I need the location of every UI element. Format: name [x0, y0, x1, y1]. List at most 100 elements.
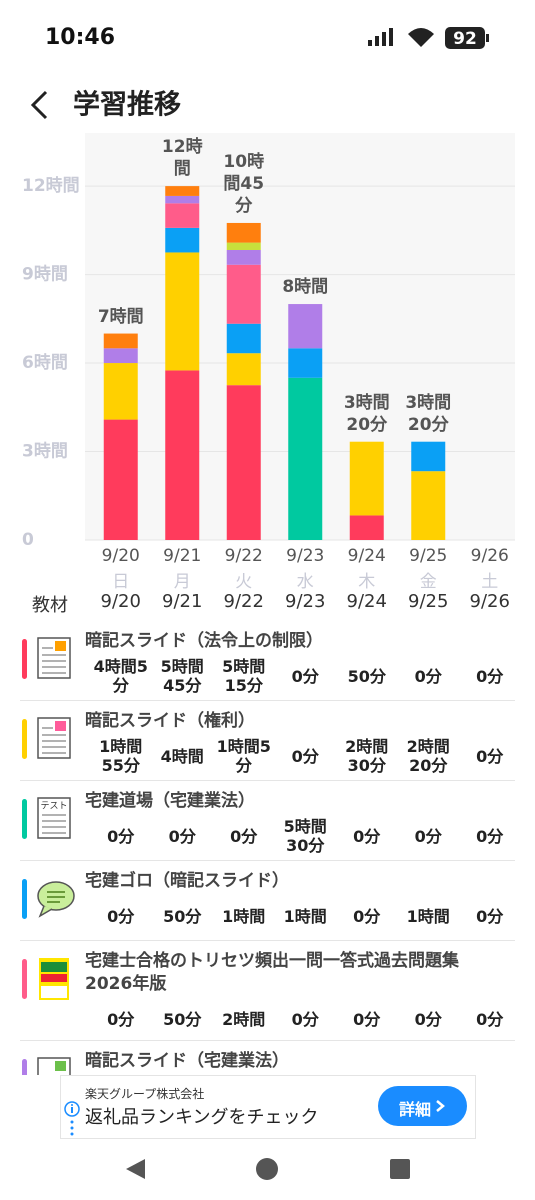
color-indicator [22, 1059, 27, 1075]
x-tick-label: 9/22 [225, 546, 263, 566]
total-label: 8時間 [282, 277, 329, 298]
time-value: 0分 [107, 826, 135, 846]
color-indicator [22, 639, 27, 679]
bar-segment [165, 186, 200, 196]
page-title: 学習推移 [73, 89, 181, 121]
time-value: 1時間 [222, 906, 266, 926]
y-tick-label: 9時間 [22, 264, 68, 285]
total-label: 3時間20分 [343, 392, 390, 435]
chart-labels: 7時間 12時間 10時間45分 8時間 3時間20分 3時間20分 [97, 137, 451, 435]
bar-segment [165, 370, 200, 540]
material-title: 暗記スライド（法令上の制限） [85, 631, 323, 651]
weekday-label: 金 [420, 572, 437, 592]
row-separator [20, 860, 515, 861]
material-title: 宅建ゴロ（暗記スライド） [85, 871, 289, 891]
bar-segment [288, 348, 323, 378]
ad-button-label: 詳細 [399, 1100, 432, 1119]
material-icon [37, 881, 75, 918]
table-row: 宅建ゴロ（暗記スライド） 0分 50分 1時間 1時間 0分 1時間 0分 [0, 860, 535, 940]
time-value: 0分 [230, 826, 258, 846]
time-value: 4時間 [160, 746, 204, 766]
time-value: 50分 [347, 666, 386, 686]
ad-banner[interactable]: 楽天グループ株式会社 返礼品ランキングをチェック 詳細 [60, 1075, 476, 1139]
table-header-date: 9/21 [162, 591, 203, 612]
battery-icon [445, 27, 485, 49]
time-value: 0分 [353, 906, 381, 926]
bar-segment [103, 348, 138, 364]
ad-info-icon[interactable] [63, 1100, 81, 1136]
row-separator [20, 1040, 515, 1041]
icon-part [42, 727, 66, 754]
material-title: 暗記スライド（宅建業法） [85, 1051, 289, 1071]
x-tick-label: 9/25 [409, 546, 447, 566]
time-value: 0分 [291, 666, 319, 686]
y-tick-label: 6時間 [22, 352, 68, 373]
time-value: 0分 [107, 1009, 135, 1029]
table-row: 暗記スライド（法令上の制限） 4時間5分 5時間45分 5時間15分 0分 50分 0分 0分 [0, 620, 535, 700]
time-value: 0分 [107, 906, 135, 926]
bar-segment [165, 252, 200, 371]
nav-back[interactable] [126, 1159, 145, 1179]
bar-segment [103, 419, 138, 540]
time-value: 0分 [414, 1009, 442, 1029]
time-value: 4時間5分 [93, 657, 148, 695]
icon-part [42, 814, 66, 834]
table-header-date: 9/24 [346, 591, 387, 612]
nav-home[interactable] [256, 1158, 278, 1180]
time-value: 0分 [476, 1009, 504, 1029]
time-value: 50分 [163, 1009, 202, 1029]
ad-button[interactable]: 詳細 [378, 1086, 467, 1126]
nav-recents[interactable] [390, 1159, 410, 1179]
battery-level: 92 [453, 29, 477, 49]
bar-segment [411, 441, 446, 472]
table-header-date: 9/23 [285, 591, 326, 612]
icon-part [41, 986, 67, 998]
color-indicator [22, 719, 27, 759]
bar-segment [103, 363, 138, 420]
x-tick-label: 9/26 [471, 546, 509, 566]
total-label: 12時間 [161, 137, 203, 180]
table-header-label: 教材 [32, 595, 68, 616]
time-value: 1時間 [283, 906, 327, 926]
time-value: 0分 [168, 826, 196, 846]
bar-segment [165, 227, 200, 253]
bar-segment [226, 353, 261, 386]
battery-tip [486, 34, 489, 42]
color-indicator [22, 879, 27, 919]
icon-part [55, 1061, 66, 1071]
total-label: 7時間 [97, 306, 144, 327]
bar-segment [226, 323, 261, 354]
weekday-label: 水 [297, 572, 314, 592]
time-value: 0分 [476, 746, 504, 766]
chevron-icon [436, 1100, 445, 1112]
bar-segment [165, 195, 200, 204]
material-icon: テスト [37, 797, 71, 839]
bar-segment [288, 377, 323, 540]
back-button[interactable] [30, 90, 48, 120]
bar-segment [226, 222, 261, 243]
material-title: 宅建道場（宅建業法） [85, 791, 255, 811]
material-icon [39, 958, 69, 1000]
time-value: 0分 [414, 826, 442, 846]
table-header-date: 9/25 [408, 591, 449, 612]
y-tick-label: 12時間 [22, 175, 80, 196]
bar-segment [226, 264, 261, 324]
row-separator [20, 940, 515, 941]
icon-part [47, 891, 65, 903]
weekday-label: 月 [174, 572, 191, 592]
table-row: テスト 宅建道場（宅建業法） 0分 0分 0分 5時間30分 0分 0分 0分 [0, 780, 535, 860]
material-title: 宅建士合格のトリセツ頻出一問一答式過去問題集 2026年版 [85, 951, 459, 994]
time-value: 2時間20分 [406, 737, 450, 775]
bar-segment [226, 242, 261, 250]
time-value: 2時間30分 [345, 737, 389, 775]
weekday-label: 土 [481, 572, 498, 592]
icon-part [41, 974, 67, 982]
x-tick-label: 9/21 [163, 546, 201, 566]
bar-segment [226, 385, 261, 540]
time-value: 50分 [163, 906, 202, 926]
table-row: 暗記スライド（宅建業法） [0, 1040, 535, 1075]
ad-text: 返礼品ランキングをチェック [85, 1107, 319, 1128]
time-value: 5時間45分 [160, 657, 204, 695]
table-header-date: 9/20 [100, 591, 141, 612]
signal-icon [368, 28, 393, 46]
